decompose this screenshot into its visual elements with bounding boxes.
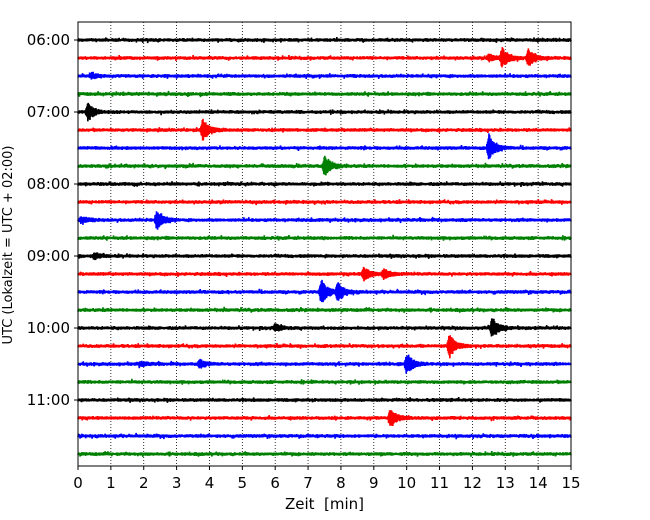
trace-0945 (77, 306, 572, 313)
trace-0930 (77, 279, 572, 303)
trace-1015 (77, 335, 572, 359)
trace-1115 (77, 410, 572, 426)
x-tick-label-6: 6 (270, 474, 280, 492)
x-tick-label-11: 11 (430, 474, 449, 492)
y-tick-label-0700: 07:00 (27, 103, 70, 121)
trace-0730 (77, 133, 572, 160)
trace-1030 (77, 354, 572, 374)
x-tick-label-8: 8 (336, 474, 346, 492)
trace-1000 (77, 318, 572, 337)
trace-1145 (77, 451, 572, 457)
x-tick-label-9: 9 (369, 474, 379, 492)
trace-0600 (77, 37, 572, 44)
trace-0715 (77, 118, 572, 141)
trace-0900 (77, 252, 572, 261)
x-tick-label-1: 1 (106, 474, 116, 492)
x-tick-label-3: 3 (172, 474, 182, 492)
x-tick-label-12: 12 (463, 474, 482, 492)
y-axis: 06:00 07:00 08:00 09:00 10:00 11:00 (27, 31, 78, 409)
trace-0830 (77, 211, 572, 230)
x-tick-label-4: 4 (205, 474, 215, 492)
y-axis-label: UTC (Lokalzeit = UTC + 02:00) (1, 146, 16, 345)
plot-frame (77, 21, 572, 467)
trace-0630 (77, 71, 572, 80)
x-tick-label-15: 15 (561, 474, 580, 492)
trace-0645 (77, 90, 572, 98)
x-tick-label-7: 7 (303, 474, 313, 492)
y-tick-label-0600: 06:00 (27, 31, 70, 49)
x-tick-label-14: 14 (529, 474, 548, 492)
trace-1130 (77, 432, 572, 440)
x-tick-label-2: 2 (139, 474, 149, 492)
trace-0745 (77, 155, 572, 176)
trace-0700 (77, 102, 572, 122)
x-axis: 0 1 2 3 4 5 6 7 8 9 10 11 12 13 14 15 (73, 466, 581, 492)
x-tick-label-10: 10 (397, 474, 416, 492)
trace-0915 (77, 266, 572, 282)
trace-0845 (77, 234, 572, 241)
y-tick-label-0900: 09:00 (27, 247, 70, 265)
trace-0815 (77, 199, 572, 206)
trace-1100 (77, 397, 572, 403)
x-tick-label-13: 13 (496, 474, 515, 492)
trace-1045 (77, 378, 572, 385)
x-tick-label-5: 5 (238, 474, 248, 492)
y-tick-label-1000: 10:00 (27, 319, 70, 337)
x-tick-label-0: 0 (73, 474, 83, 492)
x-axis-label: Zeit [min] (285, 495, 364, 513)
trace-layer (77, 37, 572, 457)
y-tick-label-0800: 08:00 (27, 175, 70, 193)
trace-0800 (77, 181, 572, 187)
trace-0615 (77, 47, 572, 68)
y-tick-label-1100: 11:00 (27, 391, 70, 409)
